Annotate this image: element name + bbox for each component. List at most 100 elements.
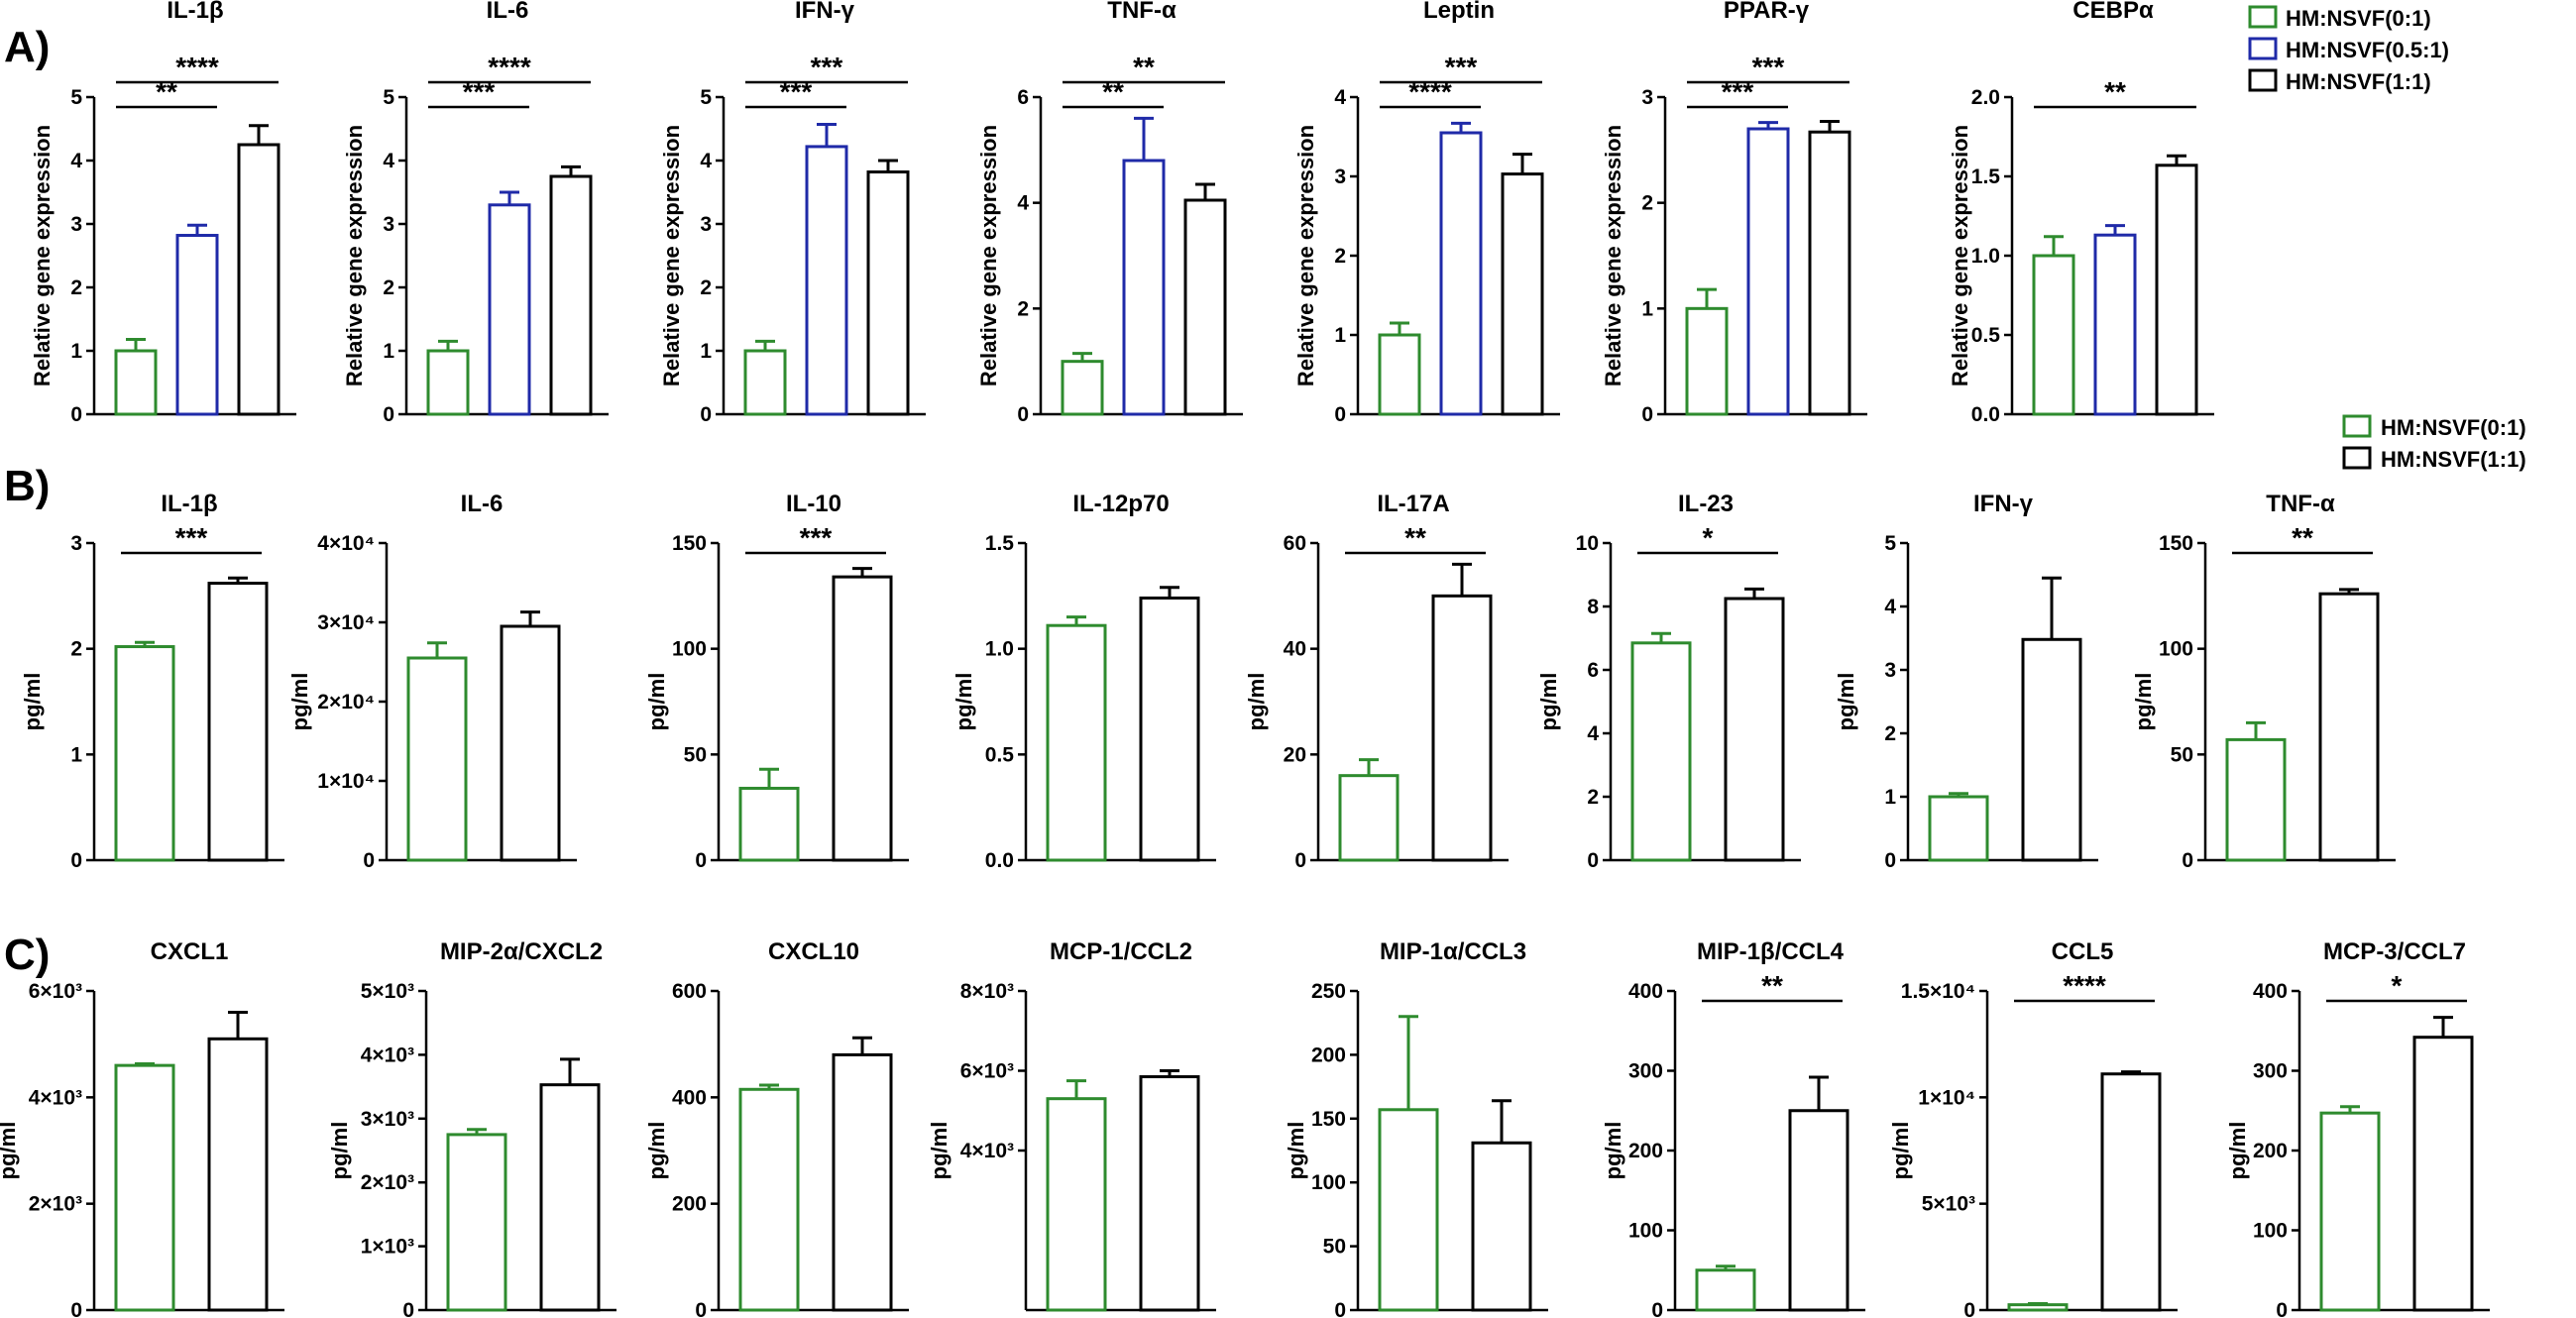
chart-20-title: MIP-1β/CCL4 (1697, 938, 1845, 965)
chart-6-tick-label: 0.5 (1971, 324, 2001, 347)
chart-21: CCL5 0 5×10³ 1×10⁴ 1.5×10⁴ pg/ml **** (1888, 938, 2178, 1318)
chart-15-tick-label: 6×10³ (29, 980, 82, 1003)
chart-6-title: CEBPα (2072, 0, 2154, 24)
legend-a-label-0: HM:NSVF(0:1) (2286, 6, 2431, 31)
chart-7-tick-label: 2 (70, 638, 82, 661)
chart-9-title: IL-10 (786, 491, 841, 517)
chart-5-sig-label-1: *** (1752, 52, 1785, 82)
chart-12-tick-label: 6 (1587, 659, 1599, 682)
chart-5-bar-1 (1746, 127, 1790, 416)
chart-16-tick-label: 3×10³ (361, 1108, 414, 1131)
chart-2: IFN-γ 0 1 2 3 4 5 Relative gene expression *****… (659, 0, 926, 426)
chart-2-tick-label: 1 (700, 340, 712, 363)
chart-4-tick-label: 2 (1334, 245, 1346, 268)
legend-a-swatch-2 (2248, 68, 2278, 92)
chart-9: IL-10 0 50 100 150 pg/ml *** (644, 491, 909, 872)
chart-14-tick-label: 100 (2159, 638, 2193, 661)
chart-0-tick-label: 1 (70, 340, 82, 363)
chart-20-tick-label: 0 (1651, 1299, 1663, 1318)
chart-8-bar-1 (500, 624, 561, 862)
chart-13-bar-0 (1928, 795, 1989, 862)
chart-2-tick-label: 2 (700, 276, 712, 299)
chart-0-title: IL-1β (167, 0, 223, 24)
chart-7-tick-label: 1 (70, 743, 82, 766)
chart-0-tick-label: 3 (70, 213, 82, 236)
chart-12-tick-label: 2 (1587, 786, 1599, 809)
chart-21-tick-label: 1.5×10⁴ (1901, 980, 1975, 1003)
chart-5-tick-label: 0 (1641, 403, 1653, 426)
chart-0-bar-0 (114, 349, 158, 416)
chart-22-tick-label: 200 (2253, 1140, 2288, 1162)
chart-1-tick-label: 0 (383, 403, 394, 426)
chart-2-title: IFN-γ (795, 0, 855, 24)
chart-19-tick-label: 50 (1323, 1236, 1346, 1259)
chart-2-tick-label: 0 (700, 403, 712, 426)
chart-15-tick-label: 0 (70, 1299, 82, 1318)
chart-1-tick-label: 2 (383, 276, 394, 299)
chart-22-bar-0 (2319, 1111, 2381, 1312)
chart-14-tick-label: 150 (2159, 532, 2193, 555)
chart-4-title: Leptin (1423, 0, 1495, 24)
chart-10-bar-1 (1139, 596, 1200, 862)
chart-0-tick-label: 4 (70, 150, 82, 172)
chart-6-tick-label: 0.0 (1971, 403, 2000, 426)
chart-9-tick-label: 50 (684, 743, 707, 766)
chart-14-bar-0 (2225, 737, 2287, 862)
chart-22-tick-label: 0 (2276, 1299, 2288, 1318)
chart-11-tick-label: 0 (1294, 849, 1306, 872)
chart-16-tick-label: 1×10³ (361, 1236, 414, 1259)
chart-22-bar-1 (2412, 1036, 2474, 1312)
chart-4-bar-0 (1378, 333, 1421, 416)
chart-0-ylabel: Relative gene expression (30, 125, 55, 386)
chart-3-ylabel: Relative gene expression (976, 125, 1001, 386)
chart-16-bar-0 (446, 1133, 507, 1312)
chart-3-tick-label: 4 (1017, 192, 1029, 215)
chart-20-tick-label: 300 (1628, 1060, 1663, 1083)
chart-5-title: PPAR-γ (1724, 0, 1810, 24)
chart-0-tick-label: 5 (70, 86, 82, 109)
chart-11-ylabel: pg/ml (1244, 673, 1269, 731)
chart-8-tick-label: 1×10⁴ (317, 770, 375, 793)
chart-8-bar-0 (406, 656, 468, 862)
chart-13: IFN-γ 0 1 2 3 4 5 pg/ml (1834, 491, 2098, 872)
chart-13-title: IFN-γ (1973, 491, 2034, 517)
chart-2-tick-label: 5 (700, 86, 712, 109)
chart-4-tick-label: 4 (1334, 86, 1346, 109)
chart-3-bar-2 (1183, 198, 1227, 416)
chart-15-bar-0 (114, 1063, 175, 1312)
chart-12-tick-label: 8 (1587, 596, 1599, 618)
chart-4-bar-1 (1439, 131, 1483, 416)
chart-2-tick-label: 3 (700, 213, 712, 236)
chart-4-ylabel: Relative gene expression (1293, 125, 1318, 386)
chart-17-title: CXCL10 (768, 938, 859, 965)
chart-6-bar-0 (2032, 254, 2075, 416)
chart-11: IL-17A 0 20 40 60 pg/ml ** (1244, 491, 1509, 872)
chart-15-ylabel: pg/ml (0, 1122, 20, 1180)
chart-18-bar-1 (1139, 1075, 1200, 1312)
chart-6-tick-label: 2.0 (1971, 86, 2000, 109)
chart-9-ylabel: pg/ml (644, 673, 669, 731)
chart-14-ylabel: pg/ml (2131, 673, 2156, 731)
chart-11-bar-1 (1431, 594, 1493, 862)
chart-17-tick-label: 200 (672, 1193, 707, 1216)
chart-22-tick-label: 100 (2253, 1220, 2288, 1243)
chart-5-tick-label: 3 (1641, 86, 1653, 109)
chart-8-title: IL-6 (461, 491, 504, 517)
chart-9-bar-1 (832, 575, 893, 862)
chart-21-title: CCL5 (2052, 938, 2114, 965)
chart-12-tick-label: 10 (1576, 532, 1599, 555)
chart-7-bar-1 (207, 582, 269, 862)
chart-7-sig-label-0: *** (175, 522, 208, 553)
chart-19-tick-label: 100 (1311, 1171, 1346, 1194)
chart-9-tick-label: 150 (672, 532, 707, 555)
chart-18-tick-label: 4×10³ (960, 1140, 1014, 1162)
chart-3-tick-label: 0 (1017, 403, 1029, 426)
chart-1-tick-label: 5 (383, 86, 394, 109)
chart-20-bar-1 (1788, 1109, 1849, 1312)
chart-0: IL-1β 0 1 2 3 4 5 Relative gene expression *****… (30, 0, 296, 426)
chart-6-bar-2 (2155, 164, 2198, 416)
chart-16-ylabel: pg/ml (327, 1122, 352, 1180)
chart-7: IL-1β 0 1 2 3 pg/ml *** (20, 491, 284, 872)
